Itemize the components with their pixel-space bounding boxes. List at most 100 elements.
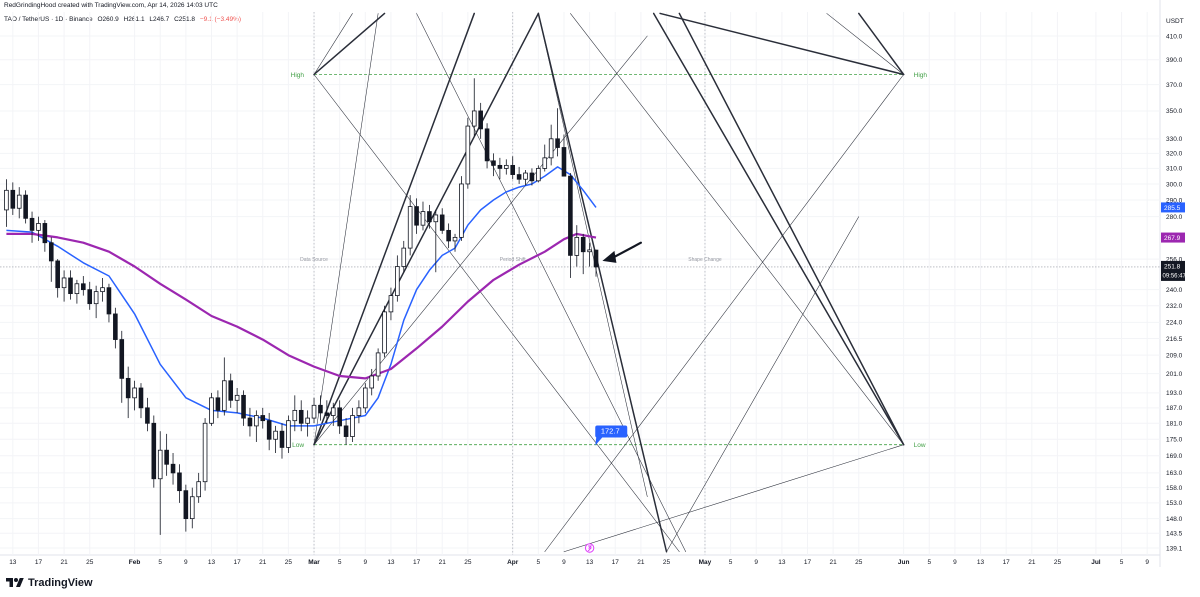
candle bbox=[74, 279, 80, 304]
candle bbox=[395, 255, 400, 302]
candle-body-down bbox=[427, 211, 432, 223]
candle-body-down bbox=[580, 236, 586, 253]
candle-body-down bbox=[228, 380, 234, 401]
candle-body-down bbox=[55, 260, 60, 289]
fan-line bbox=[313, 74, 680, 553]
gann-fan[interactable] bbox=[313, 12, 905, 553]
candle-body-down bbox=[529, 172, 535, 182]
y-tick-label: 330.0 bbox=[1166, 136, 1183, 143]
candle-body-down bbox=[484, 128, 490, 162]
candle-body-up bbox=[157, 449, 163, 480]
x-tick-label: 13 bbox=[208, 559, 216, 566]
x-tick-label: 21 bbox=[1028, 559, 1036, 566]
candle bbox=[100, 277, 105, 302]
candle bbox=[183, 484, 189, 532]
x-tick-label: 21 bbox=[259, 559, 267, 566]
candle-body-down bbox=[125, 377, 131, 399]
level-lines: High High Low Low bbox=[0, 72, 1160, 449]
x-tick-label: 9 bbox=[184, 559, 188, 566]
y-tick-label: 390.0 bbox=[1166, 57, 1183, 64]
candle bbox=[420, 201, 426, 231]
candle bbox=[382, 305, 387, 358]
fan-line bbox=[544, 74, 904, 553]
y-tick-label: 139.1 bbox=[1166, 545, 1183, 552]
candle-body-down bbox=[555, 138, 560, 148]
candle-body-down bbox=[119, 339, 125, 379]
x-tick-label: 5 bbox=[729, 559, 733, 566]
moving-averages bbox=[6, 166, 597, 427]
candle bbox=[279, 423, 285, 459]
candle-body-up bbox=[420, 211, 426, 226]
callout-label: 172.7 bbox=[601, 427, 620, 436]
candle-body-up bbox=[222, 380, 227, 411]
symbol-name[interactable]: TAO / TetherUS · 1D · Binance bbox=[4, 16, 93, 23]
candle bbox=[29, 211, 35, 243]
y-tick-label: 193.0 bbox=[1166, 390, 1183, 397]
candle-body-up bbox=[395, 266, 400, 297]
x-tick-label: 25 bbox=[464, 559, 472, 566]
event-marker-icon bbox=[584, 543, 595, 553]
candle bbox=[247, 407, 253, 437]
candle bbox=[324, 400, 330, 424]
fan-line bbox=[652, 12, 905, 446]
candle bbox=[375, 348, 381, 381]
candle-body-up bbox=[305, 417, 310, 424]
candle-body-up bbox=[189, 496, 195, 520]
x-tick-label: 17 bbox=[35, 559, 43, 566]
candle-body-down bbox=[177, 472, 182, 492]
price-badges: 285.5 267.9 251.8 09:56:47 bbox=[1161, 202, 1187, 281]
candle bbox=[523, 169, 528, 186]
candle-body-up bbox=[363, 387, 368, 409]
candle bbox=[491, 153, 496, 177]
x-tick-label: Jul bbox=[1091, 559, 1101, 566]
x-tick-label: 5 bbox=[1120, 559, 1124, 566]
candle-body-up bbox=[542, 157, 548, 169]
candle-body-up bbox=[548, 138, 554, 159]
x-tick-label: 17 bbox=[1003, 559, 1011, 566]
candle bbox=[164, 433, 169, 476]
x-tick-label: 13 bbox=[387, 559, 395, 566]
candle-body-up bbox=[503, 164, 509, 169]
candle bbox=[548, 124, 554, 166]
candle-body-up bbox=[93, 291, 99, 305]
candle-body-down bbox=[215, 397, 221, 411]
tradingview-logo[interactable]: TradingView bbox=[6, 575, 93, 591]
y-tick-label: 169.0 bbox=[1166, 453, 1183, 460]
candle-body-up bbox=[452, 236, 458, 242]
candle-body-up bbox=[16, 194, 22, 209]
y-tick-label: 256.0 bbox=[1166, 256, 1183, 263]
price-axis[interactable]: USDT 410.0 390.0 370.0 350.0 330.0 320.0 310.0 3… bbox=[1166, 18, 1184, 552]
time-axis[interactable]: 13 17 21 25 Feb 5 9 13 17 21 25 Mar 5 9 13 17 21 25 Apr 5 9 1… bbox=[9, 559, 1149, 566]
candle bbox=[401, 240, 407, 273]
x-tick-label: 17 bbox=[804, 559, 812, 566]
candle bbox=[222, 357, 227, 416]
candle-body-down bbox=[318, 404, 323, 414]
candle-body-down bbox=[42, 223, 48, 244]
candle-body-down bbox=[164, 449, 169, 465]
fan-line bbox=[826, 13, 904, 75]
candle bbox=[388, 287, 394, 321]
level-label-right-high: High bbox=[914, 72, 928, 79]
level-label-right-low: Low bbox=[914, 442, 926, 449]
candle bbox=[356, 400, 362, 424]
candle bbox=[427, 204, 432, 229]
fan-line bbox=[666, 216, 860, 553]
candle-body-down bbox=[260, 415, 266, 422]
candle-body-up bbox=[209, 397, 214, 424]
candle-body-up bbox=[471, 110, 477, 127]
candle bbox=[433, 209, 439, 273]
candle bbox=[177, 464, 182, 503]
current-price-countdown: 09:56:47 bbox=[1163, 273, 1187, 279]
fan-line bbox=[313, 12, 476, 446]
candle bbox=[510, 156, 516, 180]
candle bbox=[119, 330, 125, 403]
ohlc-low: L246.7 bbox=[149, 16, 170, 23]
x-tick-label: 17 bbox=[612, 559, 620, 566]
y-tick-label: 224.0 bbox=[1166, 320, 1183, 327]
candle-body-down bbox=[113, 313, 118, 340]
ohlc-change: −9.1 (−3.49%) bbox=[199, 16, 242, 23]
candle-body-down bbox=[343, 425, 349, 437]
candle bbox=[81, 276, 86, 296]
candle bbox=[61, 270, 67, 302]
